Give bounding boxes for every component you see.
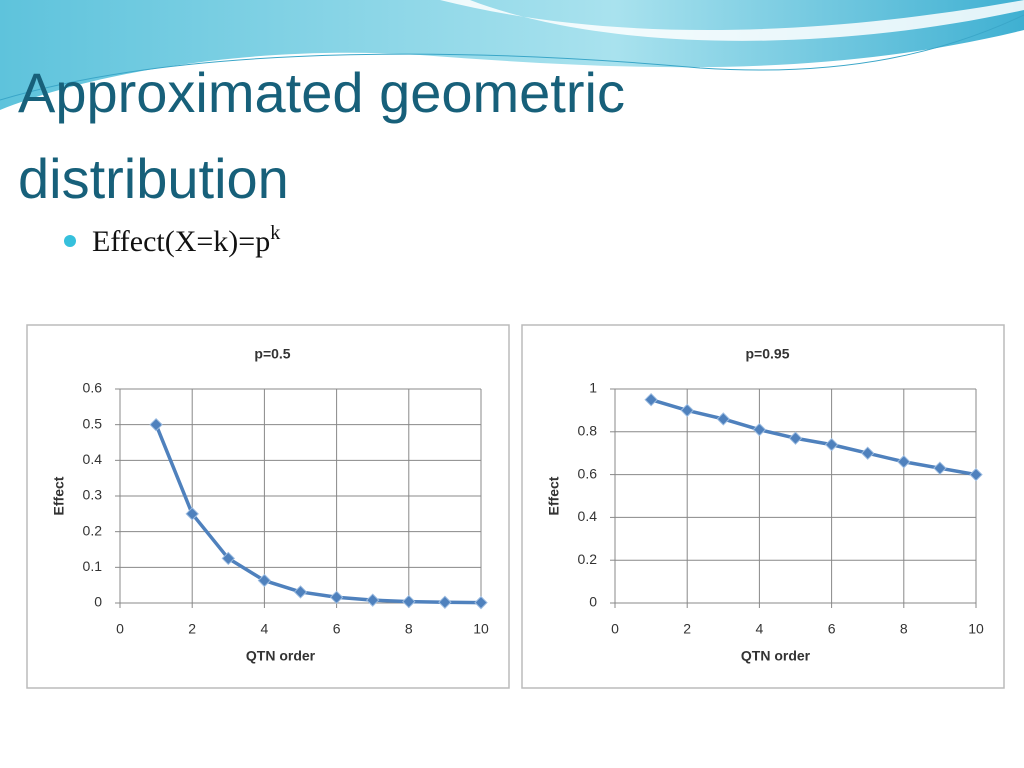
data-point (897, 455, 911, 469)
y-axis-label: Effect (546, 476, 562, 515)
data-point (329, 590, 344, 605)
header-wave-highlight (440, 0, 1024, 41)
chart-title: p=0.95 (746, 346, 790, 362)
y-tick-label: 0 (94, 594, 102, 610)
x-tick-label: 6 (828, 621, 836, 637)
y-tick-label: 0 (589, 594, 597, 610)
data-point (824, 437, 839, 452)
slide-title: Approximated geometric distribution (18, 61, 625, 210)
x-tick-label: 0 (611, 621, 619, 637)
x-tick-label: 8 (900, 621, 908, 637)
data-point (644, 392, 658, 407)
data-point (293, 585, 308, 599)
header-wave (0, 0, 1024, 110)
chart: p=0.5 0 0.1 0.2 0.3 0.4 0.5 0.6 0 2 4 6 8 10 QTN order… (26, 324, 510, 689)
data-point (969, 467, 983, 482)
y-tick-label: 0.6 (578, 465, 598, 481)
y-tick-label: 0.4 (578, 508, 598, 524)
y-tick-label: 0.2 (578, 551, 598, 567)
bullet-main: Effect(X=k)=p (92, 225, 270, 258)
y-tick-label: 0.6 (83, 380, 103, 396)
bullet-text: Effect(X=k)=pk (92, 222, 280, 258)
y-axis-label: Effect (51, 476, 67, 515)
data-point (185, 507, 199, 521)
y-tick-label: 0.8 (578, 423, 598, 439)
data-line (650, 398, 977, 477)
data-point (402, 594, 416, 609)
data-point (257, 573, 272, 588)
y-tick-label: 0.2 (83, 522, 103, 538)
data-point (149, 417, 163, 432)
x-tick-label: 2 (683, 621, 691, 637)
x-tick-label: 10 (473, 621, 489, 637)
data-point (438, 595, 452, 609)
data-point (365, 593, 380, 607)
x-tick-label: 4 (756, 621, 764, 637)
chart-title: p=0.5 (254, 346, 290, 362)
data-point (680, 403, 694, 418)
data-point (221, 551, 236, 566)
chart-frame (521, 324, 1005, 689)
data-point (474, 595, 488, 610)
x-tick-label: 0 (116, 621, 124, 637)
y-tick-label: 0.1 (83, 558, 103, 574)
x-tick-label: 6 (333, 621, 341, 637)
x-axis-label: QTN order (741, 648, 811, 664)
data-point (716, 412, 731, 426)
x-tick-label: 10 (968, 621, 984, 637)
x-axis-label: QTN order (246, 648, 316, 664)
y-tick-label: 1 (589, 380, 597, 396)
header-wave-line (0, 14, 1024, 101)
x-tick-label: 8 (405, 621, 413, 637)
chart-frame (26, 324, 510, 689)
data-line (154, 424, 482, 605)
x-tick-label: 2 (188, 621, 196, 637)
y-tick-label: 0.5 (83, 415, 103, 431)
data-point (933, 461, 947, 475)
data-point (788, 431, 803, 445)
y-tick-label: 0.4 (83, 451, 103, 467)
x-tick-label: 4 (261, 621, 269, 637)
y-tick-label: 0.3 (83, 487, 103, 503)
data-point (752, 422, 767, 437)
bullet-superscript: k (270, 222, 280, 244)
bullet-dot (64, 235, 76, 247)
data-point (860, 446, 875, 460)
